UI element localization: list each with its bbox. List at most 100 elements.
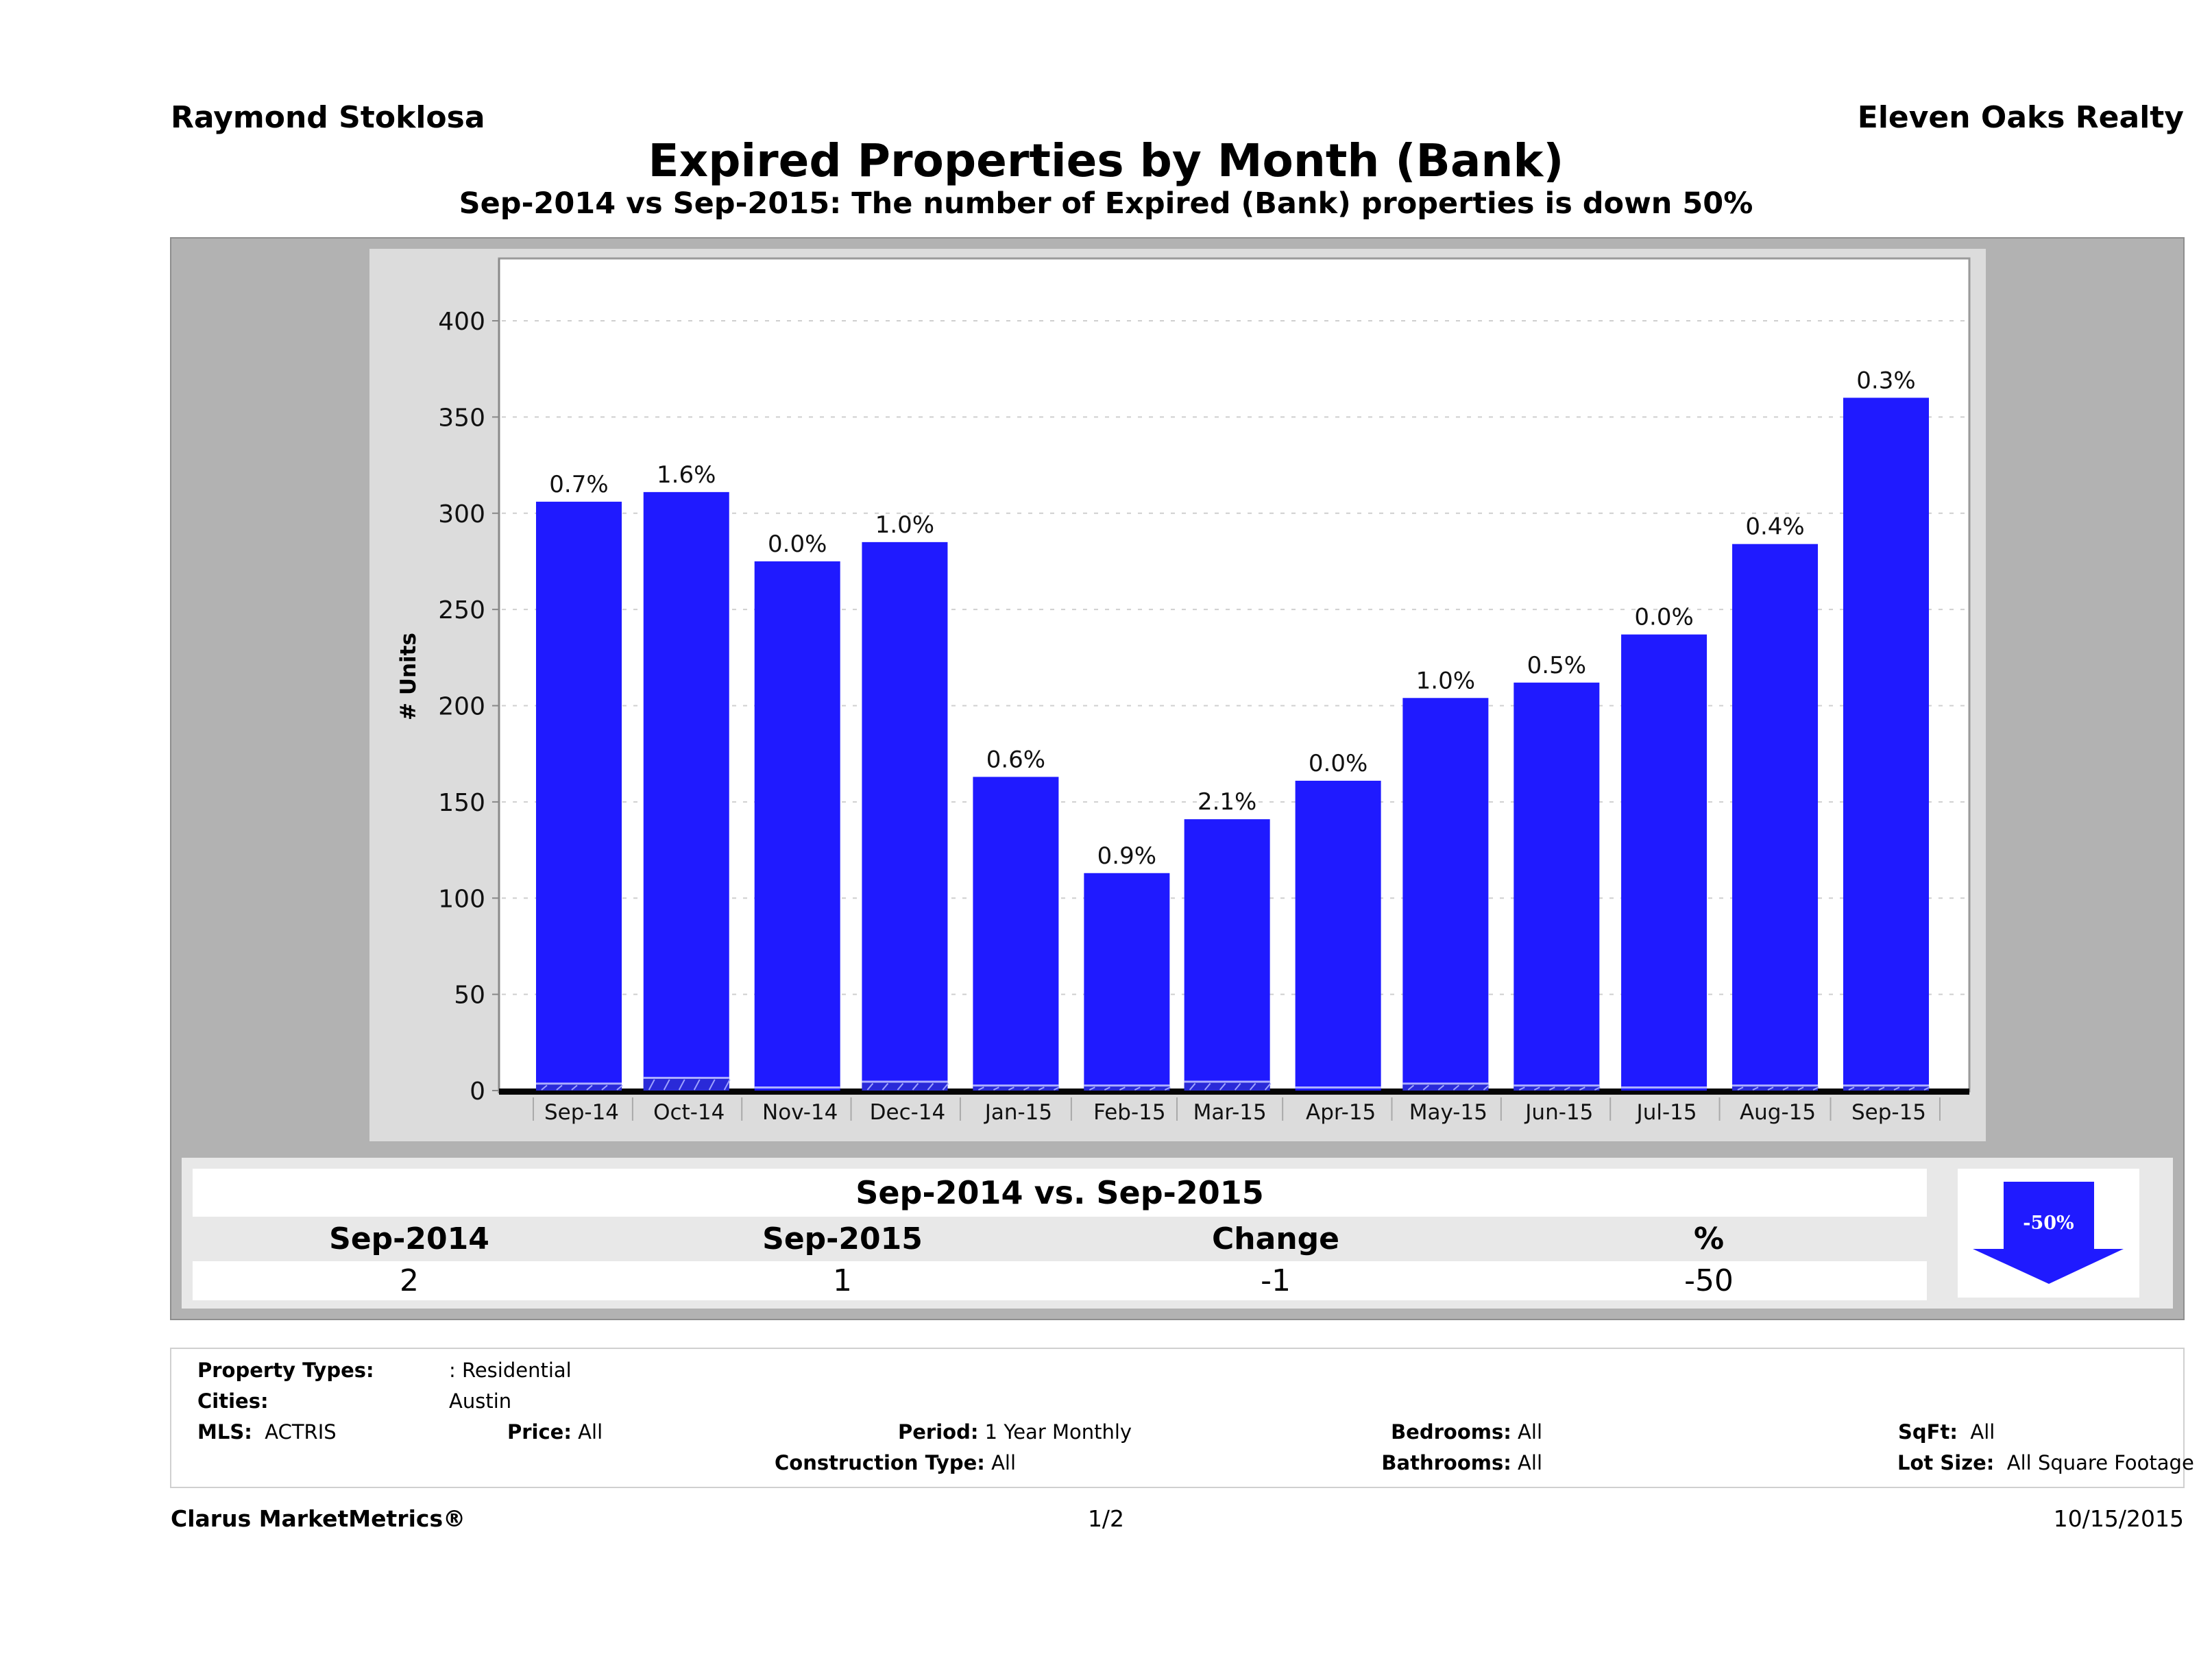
change-badge-label: -50%	[2023, 1213, 2074, 1234]
bank-bar-edge	[1514, 1084, 1600, 1087]
hatch-line	[1518, 1086, 1525, 1091]
hatch-line	[663, 1079, 670, 1091]
hatch-line	[541, 1084, 548, 1091]
hatch-line	[1533, 1086, 1540, 1091]
bar-dec-14	[862, 542, 948, 1091]
bar-oct-14	[643, 491, 729, 1091]
hatch-line	[993, 1086, 999, 1091]
filter-period: Period: 1 Year Monthly	[898, 1420, 1132, 1444]
data-label: 0.4%	[1745, 513, 1804, 541]
hatch-line	[723, 1079, 731, 1091]
comparison-header-row: Sep-2014 Sep-2015 Change %	[193, 1217, 1927, 1261]
hatch-line	[1053, 1086, 1060, 1091]
hatch-line	[1548, 1086, 1555, 1091]
hatch-line	[866, 1082, 874, 1091]
hatch-line	[1264, 1082, 1272, 1091]
hatch-line	[586, 1084, 593, 1091]
hatch-line	[912, 1082, 919, 1091]
x-axis-baseline	[499, 1089, 1969, 1095]
filter-summary: Property Types: : Residential Cities: Au…	[170, 1348, 2194, 1488]
hatch-line	[927, 1082, 934, 1091]
hatch-line	[648, 1079, 655, 1091]
hatch-line	[977, 1086, 984, 1091]
bar-mar-15	[1184, 819, 1270, 1091]
bar-chart: 0 50 100 150 200 250 300 350 400 0.7% 1.6% 0.0% 1.0…	[396, 257, 1971, 1125]
hatch-line	[1134, 1086, 1141, 1091]
bank-bar-edge	[1184, 1080, 1270, 1083]
hatch-line	[1219, 1082, 1226, 1091]
hatch-line	[1594, 1086, 1601, 1091]
y-axis-ticks: 0 50 100 150 200 250 300 350 400	[438, 258, 500, 1106]
bank-bar-mar-15	[1184, 1082, 1270, 1091]
hatch-line	[1038, 1086, 1045, 1091]
hatch-line	[1878, 1086, 1885, 1091]
x-tick-label: Sep-15	[1851, 1100, 1926, 1125]
bank-bar-dec-14	[862, 1082, 948, 1091]
bank-bar-edge	[1732, 1084, 1819, 1087]
x-tick-label: Nov-14	[762, 1100, 838, 1125]
bar-may-15	[1402, 698, 1489, 1091]
hatch-line	[693, 1079, 701, 1091]
data-label: 1.0%	[1416, 667, 1475, 694]
data-label: 1.0%	[875, 511, 934, 539]
bank-bar-feb-15	[1084, 1086, 1170, 1091]
x-tick-label: Mar-15	[1193, 1100, 1267, 1125]
bank-bar-jun-15	[1514, 1086, 1600, 1091]
data-label: 1.6%	[657, 461, 716, 489]
x-axis-ticks: Sep-14 Oct-14 Nov-14 Dec-14 Jan-15 Feb-15 Mar-…	[533, 1097, 1941, 1125]
x-tick-label: Jul-15	[1636, 1100, 1697, 1125]
hatch-line	[1737, 1086, 1744, 1091]
y-tick-label: 150	[438, 789, 485, 817]
hatch-line	[1104, 1086, 1110, 1091]
hatch-line	[1249, 1082, 1256, 1091]
down-arrow-icon	[1973, 1182, 2124, 1284]
x-tick-label: Dec-14	[870, 1100, 946, 1125]
hatch-line	[708, 1079, 716, 1091]
y-tick-label: 250	[438, 596, 485, 624]
data-label: 0.5%	[1527, 652, 1586, 679]
filter-property-types: Property Types:	[197, 1359, 374, 1382]
bar-jun-15	[1514, 682, 1600, 1091]
data-label: 0.7%	[549, 471, 608, 498]
bank-bar-jan-15	[973, 1086, 1059, 1091]
header-percent: %	[1693, 1221, 1725, 1256]
bank-bar-oct-14	[643, 1078, 729, 1091]
gridlines	[502, 320, 1967, 995]
data-label: 0.0%	[1309, 750, 1368, 777]
header-sep-2014: Sep-2014	[329, 1221, 489, 1256]
hatch-line	[1437, 1084, 1445, 1091]
hatch-line	[1863, 1086, 1870, 1091]
agent-name: Raymond Stoklosa	[171, 100, 485, 135]
bank-bar-may-15	[1402, 1084, 1489, 1091]
hatch-line	[1164, 1086, 1171, 1091]
hatch-line	[1848, 1086, 1855, 1091]
report-title: Expired Properties by Month (Bank)	[648, 134, 1564, 187]
bank-bar-edge	[1843, 1084, 1929, 1087]
bank-bar-aug-15	[1732, 1086, 1819, 1091]
bar-jan-15	[973, 777, 1059, 1091]
hatch-line	[1453, 1084, 1460, 1091]
bar-sep-14	[536, 501, 622, 1091]
brokerage-name: Eleven Oaks Realty	[1857, 100, 2184, 135]
bank-bar-edge	[536, 1082, 622, 1085]
y-tick-label: 400	[438, 308, 485, 336]
x-tick-label: Jun-15	[1524, 1100, 1593, 1125]
hatch-line	[1422, 1084, 1430, 1091]
hatch-line	[1908, 1086, 1915, 1091]
hatch-line	[1234, 1082, 1241, 1091]
data-label: 0.9%	[1097, 842, 1156, 870]
hatch-line	[1204, 1082, 1211, 1091]
hatch-line	[1579, 1086, 1585, 1091]
hatch-line	[616, 1084, 623, 1091]
y-tick-label: 100	[438, 885, 485, 913]
data-label: 0.0%	[1634, 604, 1693, 631]
hatch-line	[942, 1082, 949, 1091]
y-tick-label: 0	[470, 1078, 485, 1106]
filter-property-types-value: : Residential	[449, 1359, 572, 1382]
bank-bar-edge	[754, 1086, 840, 1089]
filter-lot-size: Lot Size: All Square Footage	[1897, 1451, 2194, 1474]
filter-mls: MLS: ACTRIS	[197, 1420, 337, 1444]
value-sep-2014: 2	[400, 1263, 419, 1298]
bar-nov-14	[754, 561, 840, 1091]
hatch-line	[1564, 1086, 1570, 1091]
